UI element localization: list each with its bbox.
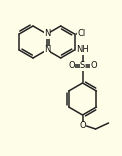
Text: O: O: [68, 61, 75, 71]
Text: O: O: [79, 122, 86, 131]
Text: Cl: Cl: [77, 29, 86, 37]
Text: NH: NH: [76, 46, 89, 54]
Text: N: N: [44, 29, 50, 39]
Text: N: N: [44, 46, 50, 54]
Text: O: O: [90, 61, 97, 71]
Text: S: S: [80, 61, 85, 71]
